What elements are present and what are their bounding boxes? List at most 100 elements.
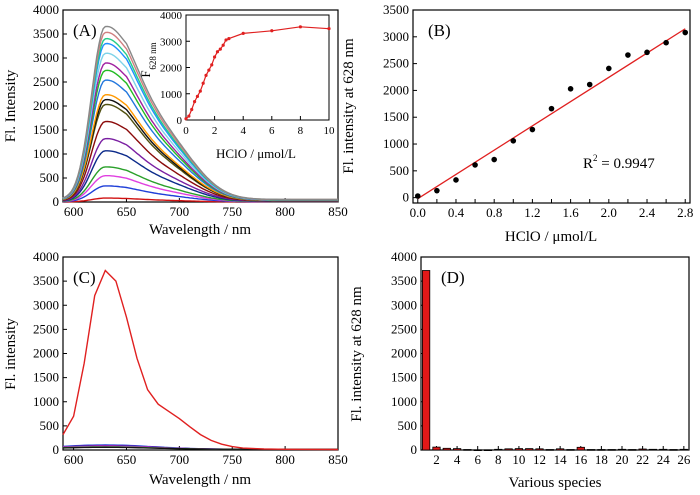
inset-point [192,100,197,104]
inset-x-tick-label: 4 [240,125,246,137]
inset-point [204,73,208,77]
species-bar [473,449,482,451]
species-bar [421,270,431,451]
inset-y-tick-label: 0 [177,115,183,127]
species-bar [669,449,678,451]
panel-a-y-tick-label: 2500 [33,74,59,89]
panel-c-y-tick-label: 1000 [33,394,59,409]
inset-x-tick-label: 8 [298,125,304,137]
inset-frame [185,14,330,121]
data-point [548,105,555,112]
panel-a-y-tick-label: 2000 [33,98,59,113]
panel-c-y-tick-label: 3000 [33,297,59,312]
species-bar [494,448,503,451]
panel-b: (B) HClO / μmol/L Fl. intensity at 628 n… [341,2,693,245]
panel-a-y-tick-label: 0 [53,194,60,209]
inset-ticks: 0 2 4 6 8 10 0 1000 2000 3000 4000 [160,10,335,137]
panel-d-y-tick-label: 1500 [391,370,417,385]
fit-line [417,28,686,200]
panel-d-x-tick-label: 24 [657,452,671,467]
panel-c-x-tick-label: 600 [64,452,84,467]
panel-d-x-tick-label: 26 [677,452,691,467]
panel-c-x-tick-label: 650 [117,452,137,467]
data-point [682,29,689,36]
panel-c-y-tick-label: 3500 [33,273,59,288]
panel-b-x-tick-label: 0.0 [410,205,426,220]
panel-d-x-tick-label: 22 [636,452,649,467]
data-point [491,156,497,163]
inset-point [227,37,231,41]
species-bar [659,448,668,451]
panel-d-x-tick-label: 16 [574,452,588,467]
species-bar [483,449,493,451]
panel-d-x-label: Various species [509,475,602,491]
data-point [567,86,574,92]
spectrum-curve [62,25,338,201]
panel-b-label: (B) [428,21,451,40]
inset-point [327,27,331,31]
panel-d-x-tick-label: 8 [495,452,502,467]
panel-c-y-tick-label: 1500 [33,370,59,385]
species-bar [638,448,647,451]
data-point [414,193,421,199]
panel-d-x-tick-label: 12 [533,452,546,467]
inset-point [270,29,274,33]
inset-y-tick-label: 4000 [160,10,183,22]
panel-a-y-tick-label: 1000 [33,146,59,161]
data-point [586,81,593,88]
panel-a-y-tick-label: 4000 [33,2,59,17]
panel-d-label: (D) [441,268,465,287]
species-bar [648,448,658,451]
panel-a-x-tick-label: 700 [170,204,190,219]
data-point [529,126,536,133]
inset-point [190,107,194,112]
panel-a-x-tick-label: 850 [328,204,348,219]
panel-a-ticks: 600 650 700 750 800 8500500100015002000250030… [33,2,348,219]
inset-y-tick-label: 2000 [160,63,183,75]
r-squared-annotation: R2 = 0.9947 [583,153,655,172]
species-bar [463,449,472,451]
panel-a-label: (A) [73,21,97,40]
data-point [663,39,669,46]
panel-b-y-label: Fl. intensity at 628 nm [341,38,357,174]
panel-a-x-tick-label: 600 [64,204,84,219]
panel-b-x-tick-label: 1.6 [562,205,579,220]
panel-c-y-tick-label: 2000 [33,346,59,361]
panel-d-y-tick-label: 500 [398,418,418,433]
hclo-response-curve [62,269,339,451]
inset-point [241,31,245,35]
panel-c-x-tick-label: 850 [328,452,348,467]
inset-point [195,94,200,98]
data-point [510,138,517,144]
panel-d-x-tick-label: 18 [595,452,608,467]
panel-d-x-tick-label: 14 [554,452,568,467]
panel-b-x-tick-label: 2.0 [601,205,617,220]
inset-point [298,25,302,29]
panel-b-x-tick-label: 0.8 [486,205,502,220]
panel-a-x-label: Wavelength / nm [149,222,251,238]
inset-point [210,63,214,67]
panel-c-x-tick-label: 750 [222,452,242,467]
panel-c-y-tick-label: 0 [53,442,60,457]
panel-a-y-label: Fl. Intensity [3,69,19,142]
panel-b-x-label: HClO / μmol/L [505,229,597,245]
inset-x-label: HClO / μmol/L [216,146,296,161]
panel-b-y-tick-label: 1000 [383,136,409,151]
panel-d-y-tick-label: 1000 [391,394,417,409]
inset-x-tick-label: 2 [212,125,218,137]
panel-c-frame [62,256,339,451]
panel-d-y-tick-label: 2500 [391,321,417,336]
panel-c-label: (C) [73,268,96,287]
inset-x-tick-label: 10 [324,125,336,137]
panel-b-x-tick-label: 1.2 [524,205,540,220]
species-bar [535,448,544,451]
inset-point [224,38,228,42]
panel-b-y-tick-label: 500 [390,163,410,178]
panel-d-bars [421,270,688,451]
panel-c-y-tick-label: 500 [40,418,60,433]
species-bar [587,449,596,451]
panel-d-y-tick-label: 2000 [391,346,417,361]
species-bar [514,448,524,451]
